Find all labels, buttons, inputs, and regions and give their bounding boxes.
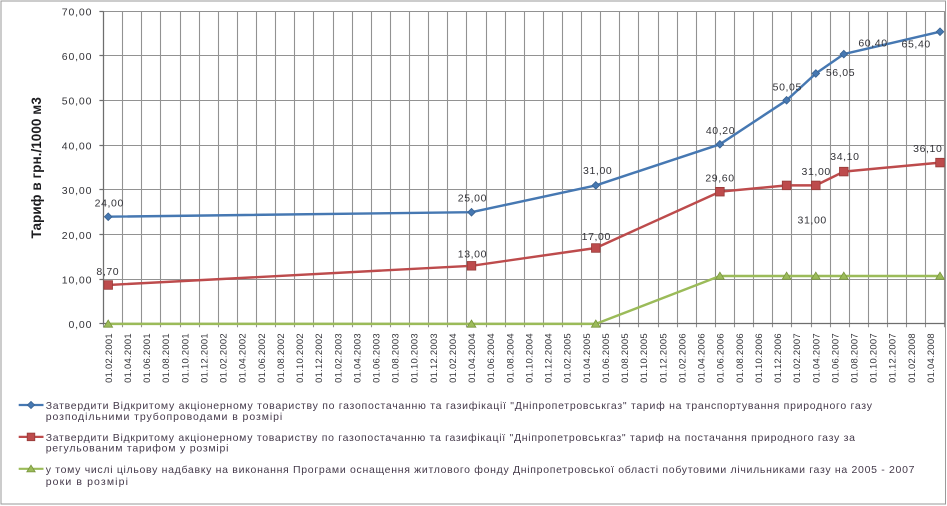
svg-text:10,00: 10,00: [62, 274, 93, 286]
svg-text:01.12.2001: 01.12.2001: [198, 333, 209, 383]
svg-text:01.02.2005: 01.02.2005: [562, 333, 573, 383]
svg-text:01.08.2007: 01.08.2007: [849, 333, 860, 383]
svg-text:01.10.2007: 01.10.2007: [868, 333, 879, 383]
svg-text:01.04.2005: 01.04.2005: [581, 333, 592, 383]
svg-text:01.04.2006: 01.04.2006: [696, 333, 707, 383]
svg-text:01.06.2005: 01.06.2005: [600, 333, 611, 383]
svg-text:01.02.2003: 01.02.2003: [332, 333, 343, 383]
svg-text:0,00: 0,00: [68, 319, 92, 331]
svg-text:01.02.2001: 01.02.2001: [103, 333, 114, 383]
svg-text:01.08.2004: 01.08.2004: [504, 333, 515, 383]
svg-text:01.10.2003: 01.10.2003: [409, 333, 420, 383]
svg-text:01.12.2006: 01.12.2006: [772, 333, 783, 383]
svg-text:01.08.2001: 01.08.2001: [160, 333, 171, 383]
svg-text:01.08.2002: 01.08.2002: [275, 333, 286, 383]
svg-text:01.06.2006: 01.06.2006: [715, 333, 726, 383]
svg-text:01.02.2007: 01.02.2007: [791, 333, 802, 383]
svg-text:01.02.2006: 01.02.2006: [676, 333, 687, 383]
svg-text:50,00: 50,00: [62, 96, 93, 108]
svg-text:31,00: 31,00: [583, 165, 612, 177]
svg-text:01.02.2002: 01.02.2002: [218, 333, 229, 383]
svg-text:25,00: 25,00: [458, 193, 487, 205]
svg-text:40,20: 40,20: [706, 125, 735, 137]
svg-text:36,10: 36,10: [913, 143, 942, 155]
svg-text:01.10.2005: 01.10.2005: [638, 333, 649, 383]
svg-text:01.04.2002: 01.04.2002: [237, 333, 248, 383]
svg-text:Тариф в грн./1000 м3: Тариф в грн./1000 м3: [29, 97, 44, 239]
svg-text:01.02.2004: 01.02.2004: [447, 333, 458, 383]
svg-text:регульованим тарифом у розмірі: регульованим тарифом у розмірі: [46, 443, 230, 455]
svg-text:40,00: 40,00: [62, 140, 93, 152]
svg-text:01.12.2003: 01.12.2003: [428, 333, 439, 383]
svg-text:20,00: 20,00: [62, 230, 93, 242]
svg-text:60,00: 60,00: [62, 51, 93, 63]
svg-text:01.06.2004: 01.06.2004: [485, 333, 496, 383]
svg-text:розподільними трубопроводами: розподільними трубопроводами в розмірі: [46, 411, 283, 423]
svg-text:01.12.2004: 01.12.2004: [543, 333, 554, 383]
svg-text:01.04.2003: 01.04.2003: [351, 333, 362, 383]
svg-text:Затвердити Відкритому акціонер: Затвердити Відкритому акціонерному товар…: [46, 432, 856, 444]
svg-text:01.12.2007: 01.12.2007: [887, 333, 898, 383]
svg-text:01.06.2001: 01.06.2001: [141, 333, 152, 383]
svg-text:Затвердити Відкритому акціонер: Затвердити Відкритому акціонерному товар…: [46, 400, 873, 412]
svg-text:17,00: 17,00: [582, 231, 611, 243]
svg-text:01.12.2005: 01.12.2005: [657, 333, 668, 383]
svg-text:29,60: 29,60: [705, 173, 734, 185]
svg-text:70,00: 70,00: [62, 6, 93, 18]
svg-text:01.04.2008: 01.04.2008: [925, 333, 936, 383]
svg-text:01.02.2008: 01.02.2008: [906, 333, 917, 383]
svg-text:13,00: 13,00: [458, 248, 487, 260]
svg-text:01.12.2002: 01.12.2002: [313, 333, 324, 383]
svg-text:01.06.2003: 01.06.2003: [370, 333, 381, 383]
svg-text:34,10: 34,10: [830, 151, 859, 163]
svg-text:24,00: 24,00: [95, 198, 124, 210]
svg-text:01.04.2007: 01.04.2007: [810, 333, 821, 383]
svg-text:60,40: 60,40: [858, 37, 887, 49]
svg-text:01.08.2005: 01.08.2005: [619, 333, 630, 383]
svg-text:роки в розмірі: роки в розмірі: [46, 476, 129, 488]
svg-text:8,70: 8,70: [96, 266, 119, 278]
svg-text:01.04.2001: 01.04.2001: [122, 333, 133, 383]
svg-text:01.08.2003: 01.08.2003: [390, 333, 401, 383]
svg-text:65,40: 65,40: [902, 39, 931, 51]
svg-text:у тому числі цільову надбавку: у тому числі цільову надбавку на виконан…: [46, 464, 915, 476]
svg-text:01.10.2006: 01.10.2006: [753, 333, 764, 383]
svg-text:30,00: 30,00: [62, 185, 93, 197]
svg-text:31,00: 31,00: [802, 166, 831, 178]
svg-text:01.06.2007: 01.06.2007: [829, 333, 840, 383]
svg-text:01.08.2006: 01.08.2006: [734, 333, 745, 383]
svg-text:01.04.2004: 01.04.2004: [466, 333, 477, 383]
svg-text:01.10.2004: 01.10.2004: [523, 333, 534, 383]
svg-text:01.10.2001: 01.10.2001: [179, 333, 190, 383]
svg-text:01.06.2002: 01.06.2002: [256, 333, 267, 383]
svg-text:01.10.2002: 01.10.2002: [294, 333, 305, 383]
svg-text:50,05: 50,05: [773, 82, 802, 94]
svg-text:56,05: 56,05: [826, 67, 855, 79]
svg-text:31,00: 31,00: [798, 214, 827, 226]
